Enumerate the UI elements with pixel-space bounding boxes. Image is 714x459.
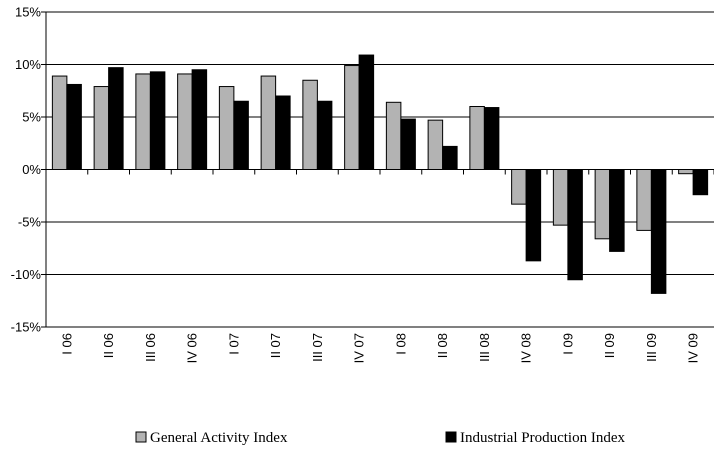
- x-tick-labels: I 06 II 06 III 06 IV 06 I 07 II 07 III 07 IV 07…: [59, 333, 700, 363]
- bar-general-activity: [344, 65, 360, 170]
- legend-swatch: [135, 431, 147, 443]
- axes: [41, 11, 714, 328]
- bar-industrial-production: [358, 54, 375, 170]
- bar-industrial-production: [525, 169, 542, 262]
- x-tick-label: I 08: [393, 333, 408, 355]
- bar-industrial-production: [567, 169, 583, 281]
- bar-general-activity: [511, 169, 527, 205]
- bar-general-activity: [93, 86, 110, 170]
- bar-general-activity: [218, 86, 235, 170]
- y-tick-label: -10%: [11, 267, 42, 282]
- x-tick-label: II 06: [101, 333, 116, 358]
- legend: General Activity Index Industrial Product…: [135, 430, 625, 446]
- legend-label: Industrial Production Index: [460, 430, 625, 446]
- bar-industrial-production: [609, 169, 625, 252]
- x-tick-label: I 06: [59, 333, 74, 355]
- x-tick-label: II 09: [602, 333, 617, 358]
- bars: [51, 54, 709, 294]
- bar-industrial-production: [108, 67, 124, 170]
- bar-general-activity: [594, 169, 611, 240]
- y-tick-label: 15%: [15, 5, 41, 20]
- y-tick-label: -5%: [18, 215, 42, 230]
- bar-general-activity: [260, 75, 277, 170]
- x-tick-label: III 08: [477, 333, 492, 362]
- x-tick-label: III 06: [143, 333, 158, 362]
- bar-general-activity: [51, 75, 68, 170]
- y-tick-label: 10%: [15, 57, 41, 72]
- x-tick-label: III 07: [310, 333, 325, 362]
- bar-general-activity: [135, 73, 151, 170]
- bar-general-activity: [385, 101, 402, 170]
- bar-industrial-production: [233, 100, 249, 170]
- y-tick-label: 5%: [22, 110, 41, 125]
- x-tick-label: I 07: [226, 333, 241, 355]
- bar-general-activity: [678, 169, 694, 175]
- bar-general-activity: [636, 169, 652, 231]
- bar-industrial-production: [483, 107, 500, 171]
- y-tick-labels: 15% 10% 5% 0% -5% -10% -15%: [11, 5, 42, 335]
- bar-industrial-production: [316, 100, 333, 170]
- bar-industrial-production: [692, 169, 709, 196]
- x-tick-label: III 09: [644, 333, 659, 362]
- bar-general-activity: [302, 79, 318, 170]
- x-tick-label: IV 08: [519, 333, 534, 363]
- bar-general-activity: [469, 106, 485, 170]
- bar-general-activity: [427, 119, 444, 170]
- x-tick-label: IV 07: [352, 333, 367, 363]
- x-tick-label: II 07: [268, 333, 283, 358]
- y-tick-label: 0%: [22, 162, 41, 177]
- x-tick-label: II 08: [435, 333, 450, 358]
- x-tick-label: IV 09: [686, 333, 701, 363]
- x-tick-label: IV 06: [185, 333, 200, 363]
- bar-industrial-production: [149, 71, 166, 170]
- bar-industrial-production: [66, 83, 82, 170]
- legend-swatch: [445, 431, 457, 443]
- y-tick-label: -15%: [11, 320, 42, 335]
- bar-industrial-production: [191, 69, 208, 170]
- x-tick-label: I 09: [560, 333, 575, 355]
- legend-label: General Activity Index: [150, 430, 288, 446]
- bar-general-activity: [552, 169, 569, 226]
- bar-general-activity: [177, 73, 193, 170]
- bar-industrial-production: [400, 118, 416, 170]
- bar-industrial-production: [442, 145, 458, 170]
- bar-industrial-production: [650, 169, 667, 294]
- bar-industrial-production: [275, 95, 291, 170]
